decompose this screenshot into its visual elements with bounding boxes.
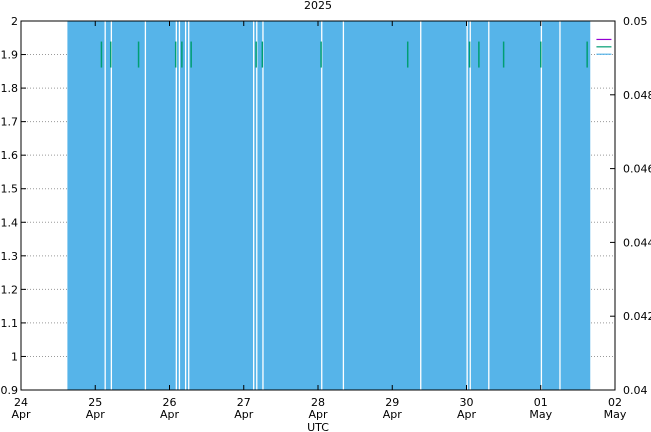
right-y-tick-label: 0.048 — [623, 89, 651, 102]
right-y-tick-label: 0.046 — [623, 163, 651, 176]
left-y-tick-label: 1.3 — [1, 250, 19, 263]
x-tick-label-day: 02 — [608, 396, 622, 409]
left-y-tick-label: 1.2 — [1, 283, 19, 296]
series-gap — [188, 21, 190, 390]
series-gap — [488, 21, 490, 390]
x-tick-label-day: 24 — [14, 396, 28, 409]
series-gap — [178, 21, 181, 390]
x-axis-label: UTC — [307, 421, 329, 432]
series-gap — [321, 21, 323, 390]
left-y-tick-label: 1.6 — [1, 149, 19, 162]
series-gap — [540, 21, 543, 390]
right-y-tick-label: 0.05 — [623, 15, 648, 28]
x-tick-label-month: Apr — [11, 408, 31, 421]
left-y-tick-label: 2 — [11, 15, 18, 28]
x-tick-label-day: 26 — [163, 396, 177, 409]
left-y-tick-label: 1.5 — [1, 183, 19, 196]
series-gap — [175, 21, 177, 390]
x-tick-label-day: 01 — [534, 396, 548, 409]
series-gap — [469, 21, 471, 390]
x-tick-label-day: 27 — [237, 396, 251, 409]
series-gap — [253, 21, 255, 390]
series-gap — [342, 21, 345, 390]
x-tick-label-month: Apr — [160, 408, 180, 421]
x-tick-label-month: Apr — [86, 408, 106, 421]
right-y-tick-label: 0.044 — [623, 236, 651, 249]
left-y-tick-label: 1.9 — [1, 49, 19, 62]
x-tick-label-day: 29 — [385, 396, 399, 409]
left-y-tick-label: 1.4 — [1, 216, 19, 229]
x-tick-label-month: May — [529, 408, 552, 421]
series-gap — [110, 21, 113, 390]
x-tick-label-month: Apr — [308, 408, 328, 421]
left-y-axis: 0.9 1 1.1 1.2 1.3 1.4 1.5 1.6 1.7 1.8 1.9 2 — [1, 15, 26, 397]
left-y-tick-label: 0.9 — [1, 384, 19, 397]
x-tick-label-month: May — [604, 408, 627, 421]
x-tick-label-month: Apr — [383, 408, 403, 421]
series-gap — [466, 21, 468, 390]
x-tick-label-day: 28 — [311, 396, 325, 409]
left-y-tick-label: 1.8 — [1, 82, 19, 95]
series-gap — [184, 21, 187, 390]
series-gap — [420, 21, 422, 390]
x-tick-label-day: 30 — [460, 396, 474, 409]
series-gap — [104, 21, 106, 390]
series-layer — [67, 21, 612, 390]
x-axis: 24Apr25Apr26Apr27Apr28Apr29Apr30Apr01May… — [11, 21, 627, 421]
right-y-tick-label: 0.04 — [623, 384, 648, 397]
right-y-tick-label: 0.042 — [623, 310, 651, 323]
right-y-axis: 0.04 0.042 0.044 0.046 0.048 0.05 — [610, 15, 651, 397]
x-tick-label-month: Apr — [457, 408, 477, 421]
x-tick-label-day: 25 — [88, 396, 102, 409]
series-gap — [559, 21, 561, 390]
series-gap — [144, 21, 147, 390]
series-area — [67, 21, 591, 390]
x-tick-label-month: Apr — [234, 408, 254, 421]
chart-title: 2025 — [304, 0, 332, 12]
left-y-tick-label: 1.1 — [1, 317, 19, 330]
series-gap — [256, 21, 258, 390]
left-y-tick-label: 1 — [11, 350, 18, 363]
left-y-tick-label: 1.7 — [1, 116, 19, 129]
series-gap — [262, 21, 264, 390]
